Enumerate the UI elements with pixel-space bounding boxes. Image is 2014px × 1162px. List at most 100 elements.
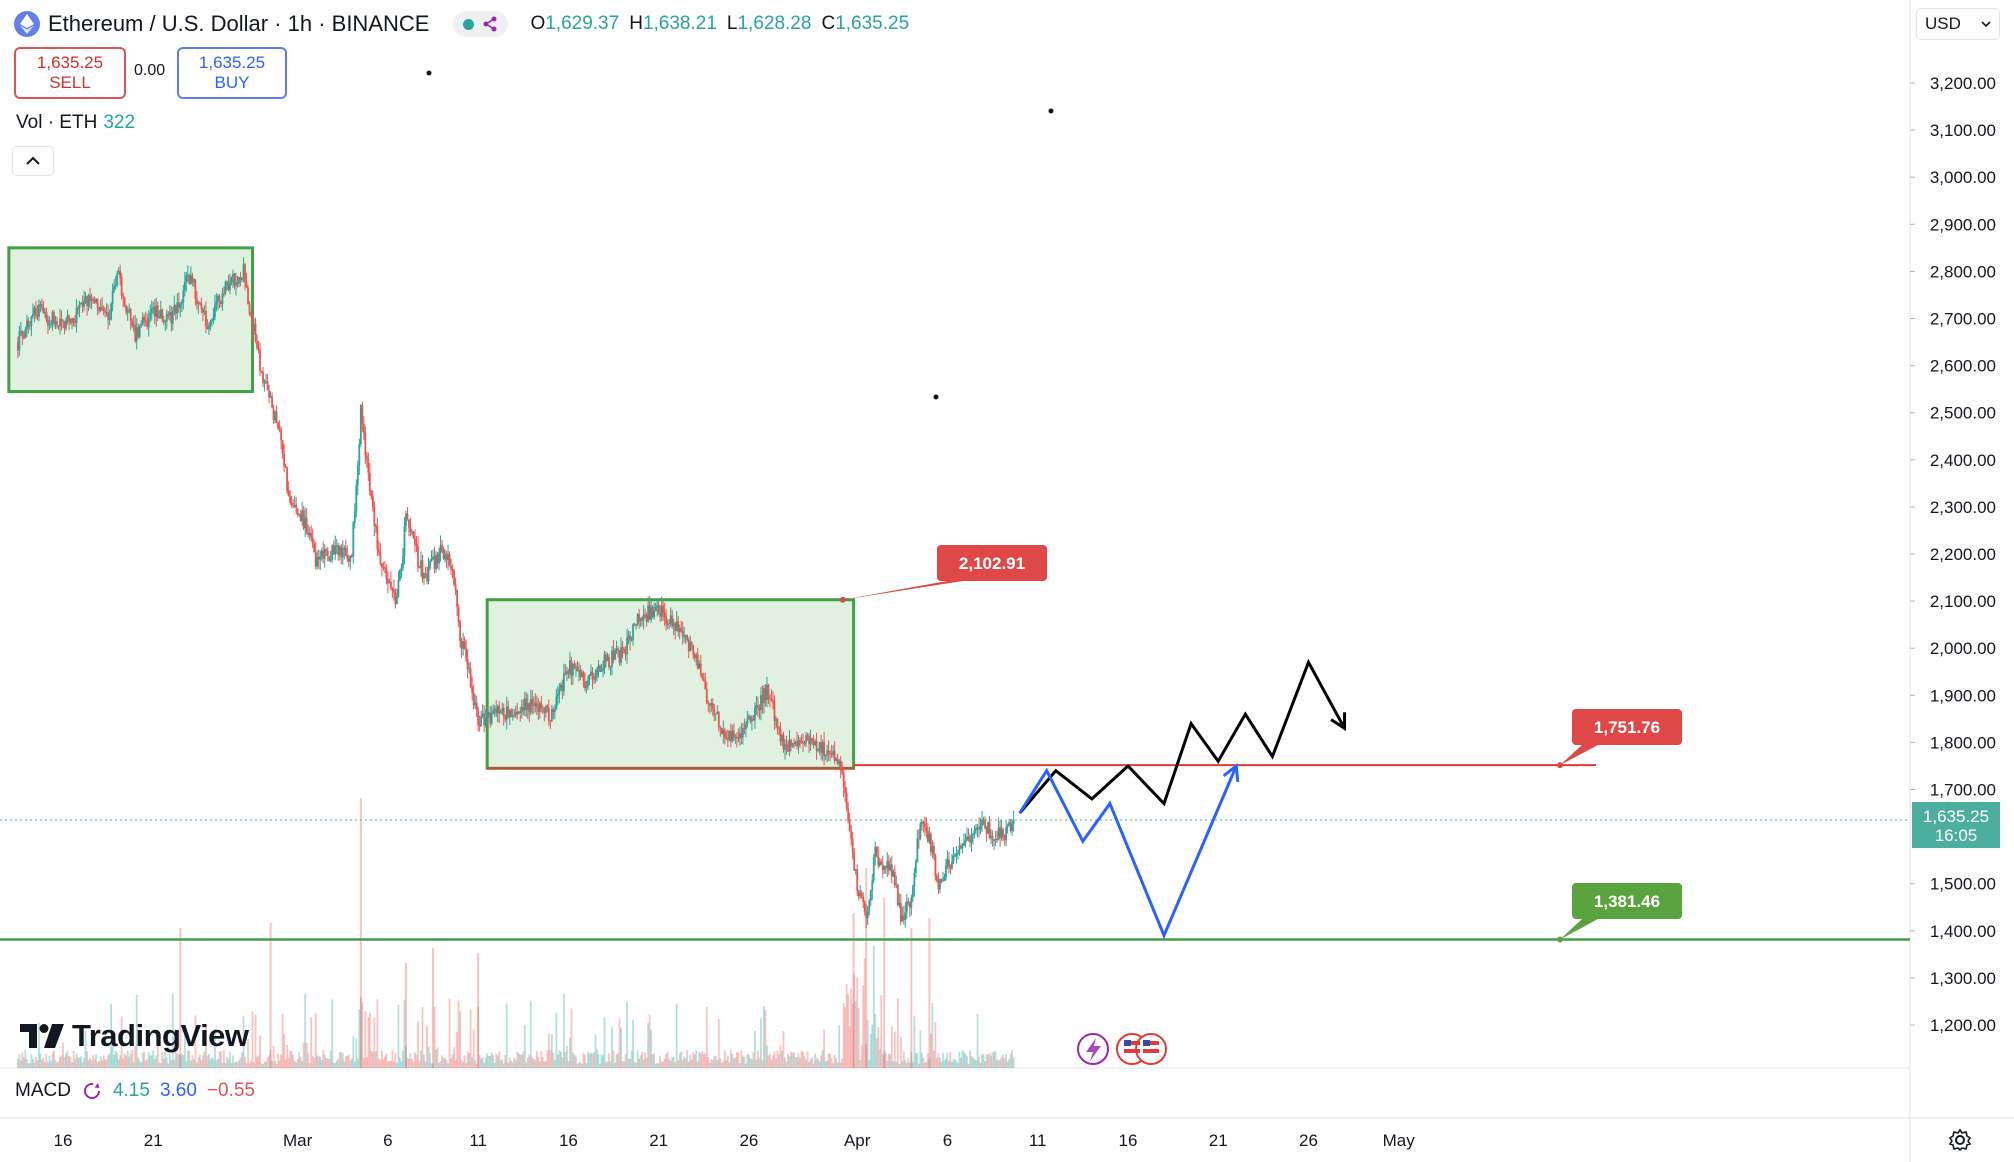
macd-legend[interactable]: MACD 4.15 3.60 −0.55 [15, 1080, 255, 1102]
candle-body [1006, 826, 1009, 828]
volume-bar [705, 1006, 708, 1068]
candle-body [355, 484, 358, 512]
volume-bar [913, 1016, 916, 1068]
projection-path-blue [1018, 765, 1238, 940]
volume-legend[interactable]: Vol · ETH 322 [16, 112, 135, 134]
candle-body [356, 465, 359, 485]
volume-bar [475, 1063, 478, 1068]
candle-body [952, 855, 955, 862]
volume-bar [373, 1017, 376, 1068]
volume-bar [167, 1063, 170, 1068]
symbol-header[interactable]: Ethereum / U.S. Dollar · 1h · BINANCE O1… [14, 9, 909, 39]
candle-body [575, 666, 577, 668]
volume-bar [84, 1030, 87, 1068]
candle-body [269, 396, 272, 398]
candle-body [78, 304, 81, 309]
candle-body [802, 742, 804, 744]
candle-body [447, 553, 449, 561]
volume-bar [982, 1054, 985, 1068]
volume-bar [192, 1059, 195, 1068]
volume-bar [862, 985, 865, 1068]
candle-body [591, 671, 594, 680]
ohlc-high: H1,638.21 [629, 13, 717, 34]
volume-bar [140, 1062, 143, 1068]
settings-button[interactable] [1948, 1128, 1972, 1157]
tradingview-logo[interactable]: TradingView [20, 1018, 249, 1054]
candle-body [600, 670, 603, 672]
candle-body [262, 372, 264, 384]
volume-bar [349, 1060, 352, 1068]
price-tick-label: 1,900.00 [1930, 686, 1996, 705]
candle-body [972, 833, 974, 836]
drawing-dot [933, 394, 939, 400]
candle-body [791, 743, 794, 747]
currency-selector[interactable]: USD [1916, 8, 2000, 40]
candle-body [699, 663, 702, 675]
volume-bar [110, 1003, 113, 1068]
candle-body [229, 282, 231, 290]
volume-bar [644, 1052, 647, 1068]
candle-body [247, 287, 249, 305]
volume-bar [684, 1058, 687, 1068]
candle-body [920, 821, 923, 824]
candle-body [608, 656, 610, 668]
symbol-title[interactable]: Ethereum / U.S. Dollar · 1h · BINANCE [48, 11, 430, 36]
candle-body [928, 833, 931, 842]
macd-value-1: 4.15 [112, 1080, 150, 1101]
volume-bar [999, 1059, 1001, 1068]
volume-bar [380, 1050, 383, 1068]
candle-body [878, 861, 881, 866]
candle-body [587, 679, 589, 687]
candle-body [719, 727, 722, 729]
candle-body [92, 299, 94, 301]
candle-body [529, 698, 532, 713]
volume-bar [841, 1058, 844, 1068]
volume-bar [994, 1051, 997, 1068]
collapse-legend-button[interactable] [12, 146, 54, 176]
volume-bar [1009, 1053, 1012, 1068]
volume-bar [495, 1053, 498, 1068]
sell-label: SELL [49, 73, 91, 92]
volume-bar [430, 1063, 433, 1068]
volume-bar [630, 1050, 633, 1068]
refresh-icon[interactable] [81, 1080, 103, 1102]
volume-bar [656, 1063, 659, 1068]
volume-spike [910, 928, 913, 1068]
candle-body [320, 550, 323, 557]
volume-bar [498, 1051, 501, 1068]
candle-body [134, 324, 137, 342]
buy-button[interactable]: 1,635.25 BUY [177, 47, 287, 99]
volume-bar [790, 1051, 792, 1068]
volume-bar [629, 1059, 631, 1068]
candle-body [653, 610, 656, 618]
candle-body [942, 880, 944, 882]
candle-body [914, 861, 917, 873]
volume-bar [528, 1054, 531, 1068]
candle-body [26, 320, 28, 330]
candle-body [650, 607, 653, 620]
candle-body [484, 718, 487, 726]
volume-bar [587, 1052, 589, 1068]
candle-body [969, 840, 971, 843]
candle-body [125, 305, 128, 313]
volume-bar [731, 1053, 734, 1068]
candle-body [603, 654, 606, 669]
event-icons[interactable] [1077, 1033, 1167, 1065]
candle-body [908, 902, 911, 908]
candle-body [562, 673, 565, 692]
candle-body [922, 821, 925, 824]
volume-bar [304, 993, 307, 1068]
volume-bar [368, 1012, 371, 1068]
sell-button[interactable]: 1,635.25 SELL [14, 47, 126, 99]
candle-body [62, 320, 64, 322]
market-status[interactable] [453, 11, 509, 37]
volume-bar [414, 1052, 416, 1068]
volume-bar [936, 1057, 938, 1068]
candle-body [666, 623, 669, 625]
candle-body [615, 648, 618, 651]
volume-bar [212, 1058, 215, 1068]
sell-price: 1,635.25 [36, 53, 104, 72]
volume-bar [206, 1056, 209, 1068]
candle-body [541, 707, 544, 709]
